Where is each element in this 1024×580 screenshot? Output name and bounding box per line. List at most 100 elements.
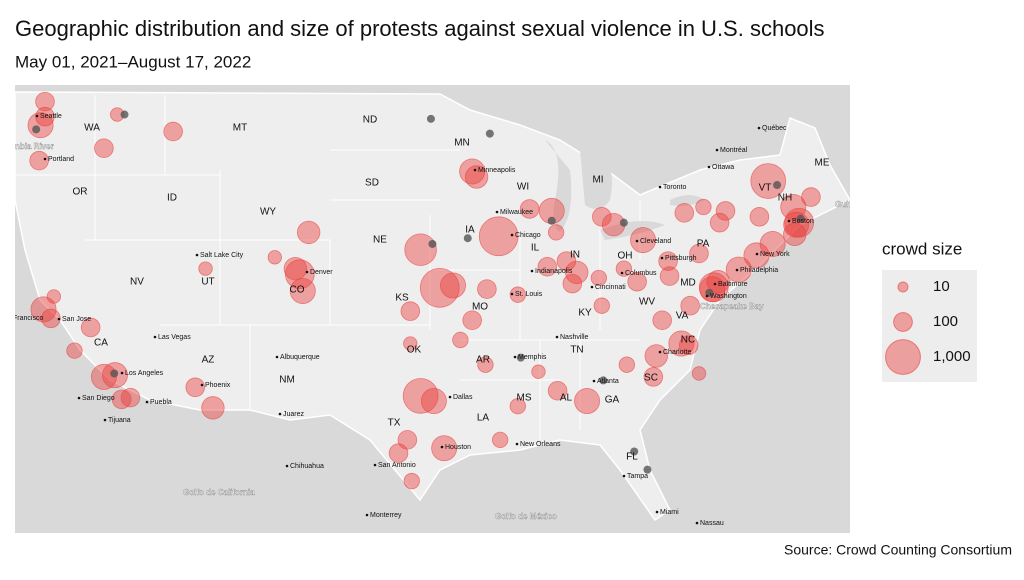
- state-label: WV: [639, 297, 655, 308]
- city-label: Memphis: [518, 354, 547, 361]
- city-dot: [510, 292, 514, 296]
- protest-bubble: [29, 150, 49, 171]
- protest-bubble: [478, 216, 519, 257]
- city-label: Seattle: [40, 113, 62, 120]
- protest-bubble: [706, 270, 730, 294]
- protest-bubble: [400, 301, 421, 321]
- state-label: ME: [815, 158, 830, 169]
- unknown-size-protest: [643, 465, 652, 474]
- city-dot: [695, 521, 699, 525]
- city-label: Juarez: [283, 411, 305, 418]
- protest-bubble: [644, 344, 668, 368]
- protest-bubble: [678, 335, 699, 356]
- protest-bubble: [592, 207, 612, 227]
- city-dot: [278, 412, 282, 416]
- water-label: Golfo de México: [495, 512, 557, 521]
- state-label: WA: [84, 123, 100, 134]
- state-label: MS: [517, 393, 532, 404]
- city-label: Cleveland: [640, 238, 671, 245]
- state-label: IA: [465, 225, 475, 236]
- protest-bubble: [462, 310, 482, 330]
- protest-bubble: [680, 295, 700, 316]
- city-dot: [35, 114, 39, 118]
- city-label: Chicago: [515, 232, 541, 239]
- city-dot: [57, 317, 61, 321]
- legend-bubble: [885, 339, 921, 375]
- state-label: CA: [94, 338, 108, 349]
- protest-bubble: [35, 106, 55, 127]
- city-dot: [735, 268, 739, 272]
- state-label: SC: [644, 373, 658, 384]
- city-label: New Orleans: [520, 441, 561, 448]
- city-dot: [590, 285, 594, 289]
- city-dot: [145, 400, 149, 404]
- state-label: NV: [130, 277, 144, 288]
- city-label: Denver: [310, 269, 333, 276]
- city-dot: [620, 271, 624, 275]
- city-dot: [120, 371, 124, 375]
- protest-bubble: [289, 277, 316, 304]
- protest-bubble: [464, 165, 489, 189]
- protest-bubble: [66, 342, 83, 359]
- city-dot: [515, 442, 519, 446]
- protest-bubble: [30, 296, 57, 323]
- city-dot: [705, 294, 709, 298]
- city-label: St. Louis: [515, 291, 543, 298]
- legend-bubble: [897, 281, 909, 293]
- state-label: IL: [531, 243, 540, 254]
- city-dot: [635, 239, 639, 243]
- state-label: AL: [560, 393, 573, 404]
- state-label: ID: [167, 193, 177, 204]
- unknown-size-protest: [773, 181, 782, 190]
- protest-bubble: [750, 163, 787, 199]
- protest-bubble: [35, 91, 55, 112]
- protest-bubble: [404, 233, 437, 266]
- city-label: Atlanta: [597, 378, 619, 385]
- state-label: MO: [472, 302, 488, 313]
- state-label: IN: [570, 250, 580, 261]
- city-dot: [373, 463, 377, 467]
- state-label: AR: [476, 355, 490, 366]
- state-label: MT: [233, 123, 247, 134]
- city-label: Minneapolis: [478, 167, 516, 174]
- city-label: Charlotte: [663, 349, 692, 356]
- protest-bubble: [46, 289, 62, 304]
- state-label: TX: [388, 418, 401, 429]
- city-dot: [103, 418, 107, 422]
- city-dot: [285, 464, 289, 468]
- city-dot: [513, 355, 517, 359]
- protest-bubble: [477, 356, 494, 373]
- unknown-size-protest: [619, 218, 628, 227]
- protest-bubble: [185, 377, 206, 398]
- state-borders: [15, 95, 641, 440]
- state-label: MN: [454, 138, 470, 149]
- unknown-size-protest: [630, 447, 639, 456]
- state-label: SD: [365, 178, 379, 189]
- city-dot: [660, 256, 664, 260]
- city-label: Salt Lake City: [200, 252, 244, 259]
- city-label: Puebla: [150, 399, 172, 406]
- city-label: Los Angeles: [125, 370, 164, 377]
- state-label: NE: [373, 235, 387, 246]
- protest-bubble: [403, 472, 420, 490]
- state-label: MD: [680, 278, 696, 289]
- water-label: Golfo de California: [183, 488, 255, 497]
- protest-bubble: [296, 220, 321, 245]
- city-dot: [473, 168, 477, 172]
- city-label: Columbus: [625, 270, 657, 277]
- city-dot: [787, 219, 791, 223]
- city-label: Tijuana: [108, 417, 131, 424]
- protest-bubble: [743, 242, 770, 269]
- city-label: Cincinnati: [595, 284, 626, 291]
- protest-bubble: [783, 222, 807, 247]
- protest-bubble: [759, 230, 786, 257]
- state-label: KS: [395, 293, 409, 304]
- protest-bubble: [403, 336, 418, 351]
- city-label: Baltimore: [718, 281, 748, 288]
- protest-bubble: [94, 138, 114, 159]
- state-label: TN: [570, 345, 583, 356]
- protest-bubble: [643, 367, 664, 387]
- unknown-size-protest: [796, 214, 805, 223]
- city-label: Philadelphia: [740, 267, 778, 274]
- source: Source: Crowd Counting Consortium: [784, 542, 1012, 558]
